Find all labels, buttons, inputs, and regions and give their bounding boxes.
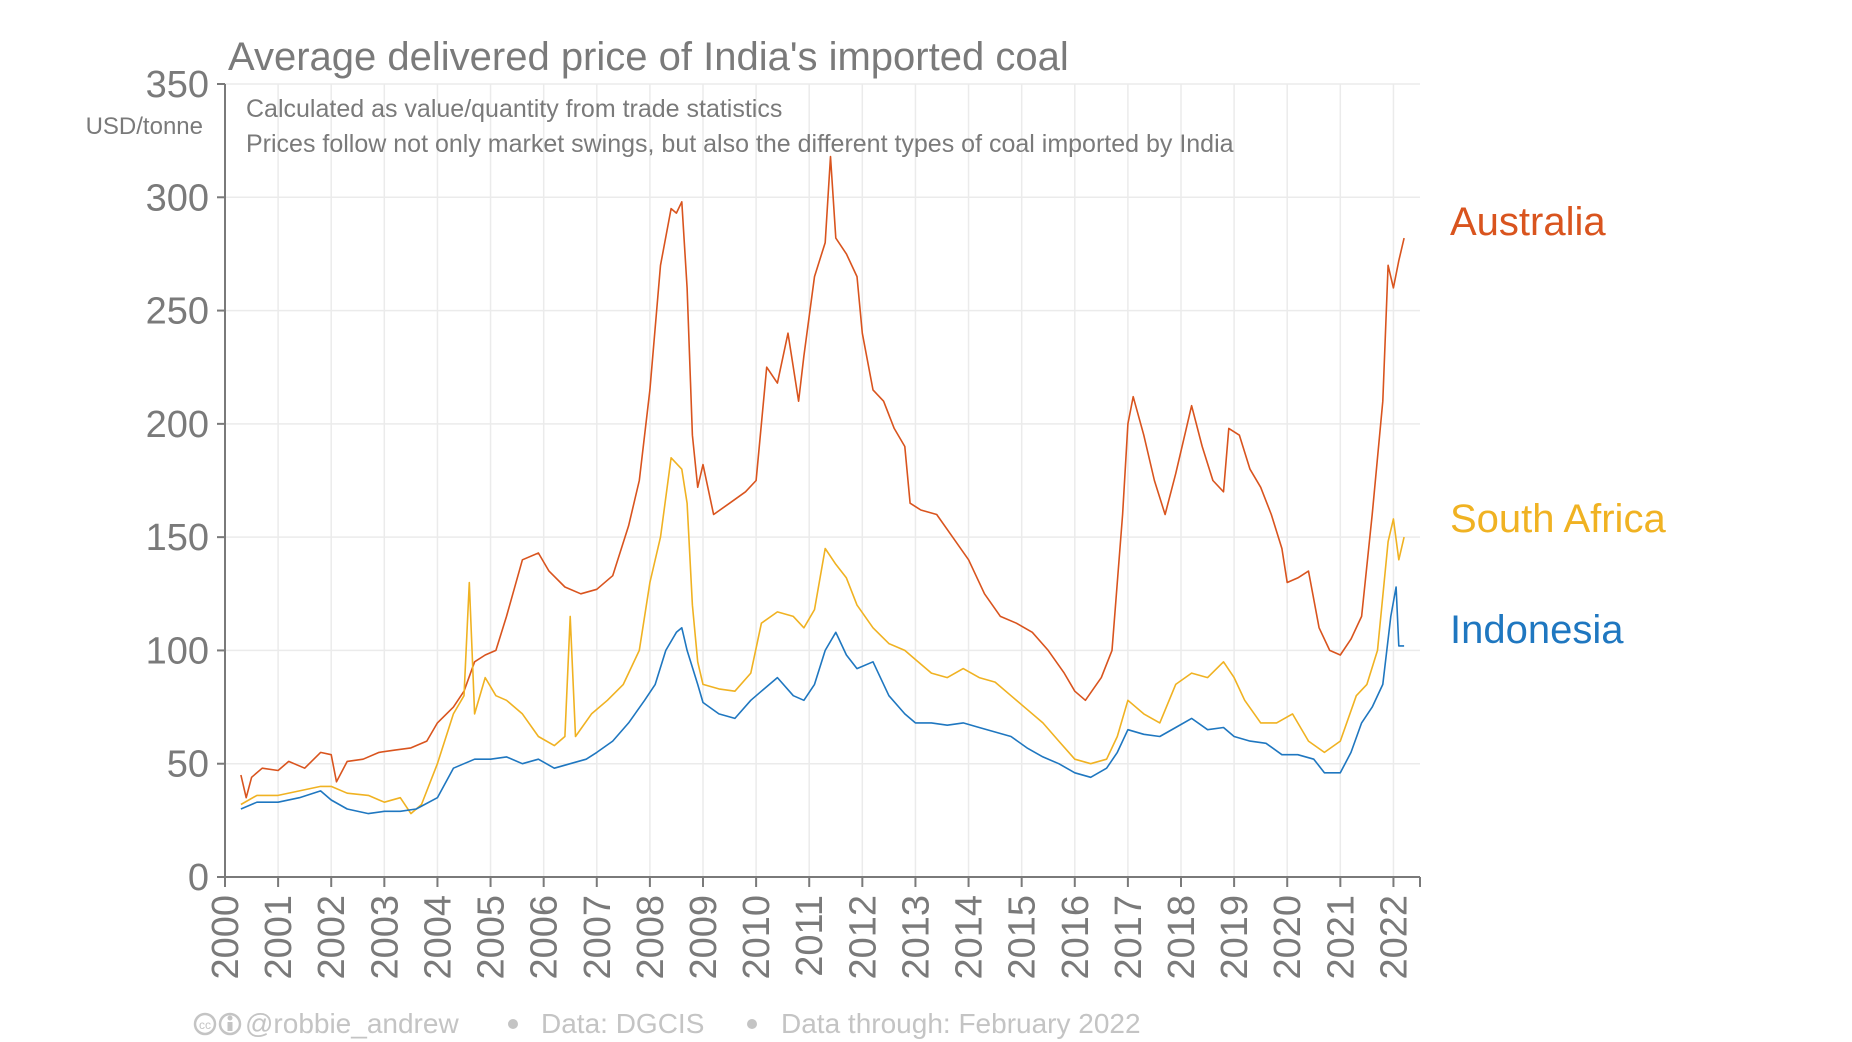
y-tick-label: 250 [146, 291, 209, 333]
x-tick-label: 2017 [1108, 895, 1150, 980]
footer: cc @robbie_andrew Data: DGCIS Data throu… [193, 1008, 1141, 1039]
series-lines [240, 155, 1405, 815]
y-tick-label: 200 [146, 404, 209, 446]
x-tick-label: 2015 [1002, 895, 1044, 980]
x-tick-label: 2010 [736, 895, 778, 980]
subtitle-line-1: Calculated as value/quantity from trade … [246, 95, 782, 123]
x-tick-label: 2016 [1055, 895, 1097, 980]
x-tick-label: 2008 [630, 895, 672, 980]
y-tick-labels: 0 50 100 150 200 250 300 350 [146, 64, 209, 899]
legend-label-australia: Australia [1450, 200, 1606, 244]
x-tick-label: 2014 [949, 895, 991, 980]
x-tick-label: 2018 [1161, 895, 1203, 980]
legend-label-south-africa: South Africa [1450, 497, 1666, 541]
axes [217, 83, 1421, 887]
chart-title: Average delivered price of India's impor… [228, 35, 1069, 79]
x-tick-label: 2002 [311, 895, 353, 980]
y-tick-label: 100 [146, 630, 209, 672]
y-tick-label: 300 [146, 177, 209, 219]
footer-separator [747, 1019, 757, 1029]
x-tick-label: 2007 [577, 895, 619, 980]
x-tick-label: 2021 [1320, 895, 1362, 980]
series-line-indonesia [240, 586, 1405, 815]
legend-label-indonesia: Indonesia [1450, 608, 1624, 652]
y-tick-label: 0 [188, 857, 209, 899]
footer-source: Data: DGCIS [541, 1008, 704, 1039]
x-tick-label: 2020 [1267, 895, 1309, 980]
legend: Australia South Africa Indonesia [1450, 200, 1666, 652]
y-tick-label: 150 [146, 517, 209, 559]
x-tick-label: 2009 [683, 895, 725, 980]
x-tick-label: 2013 [895, 895, 937, 980]
y-tick-label: 50 [167, 744, 209, 786]
x-tick-label: 2001 [258, 895, 300, 980]
x-tick-label: 2000 [205, 895, 247, 980]
y-axis-label: USD/tonne [86, 113, 203, 140]
x-tick-label: 2022 [1373, 895, 1415, 980]
attribution-icon [218, 1012, 242, 1036]
series-line-australia [240, 155, 1405, 799]
x-tick-label: 2012 [842, 895, 884, 980]
svg-text:cc: cc [199, 1018, 211, 1032]
gridlines [224, 83, 1420, 878]
y-tick-label: 350 [146, 64, 209, 106]
footer-handle: @robbie_andrew [245, 1008, 459, 1039]
x-tick-label: 2004 [417, 895, 459, 980]
x-tick-label: 2003 [364, 895, 406, 980]
x-tick-label: 2011 [789, 895, 831, 977]
series-line-south-africa [240, 457, 1405, 815]
footer-through: Data through: February 2022 [781, 1008, 1141, 1039]
creative-commons-icon: cc [193, 1012, 217, 1036]
footer-separator [508, 1019, 518, 1029]
subtitle-line-2: Prices follow not only market swings, bu… [246, 130, 1234, 158]
x-tick-label: 2006 [524, 895, 566, 980]
x-tick-labels: 2000 2001 2002 2003 2004 2005 2006 2007 2008 2009… [205, 895, 1415, 980]
x-tick-label: 2005 [471, 895, 513, 980]
x-tick-label: 2019 [1214, 895, 1256, 980]
